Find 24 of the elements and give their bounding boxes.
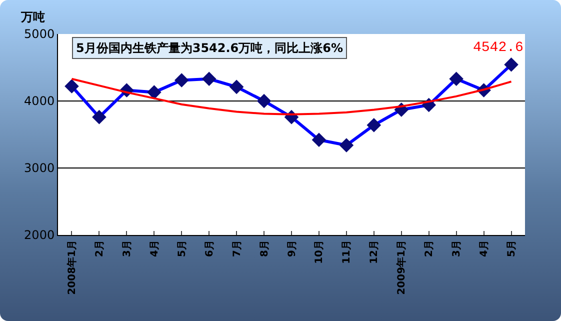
y-tick-label: 2000	[24, 228, 55, 242]
x-tick-label: 4月	[479, 240, 490, 257]
x-tick-label: 2月	[424, 240, 436, 257]
x-tick-label: 3月	[122, 240, 133, 257]
x-tick-label: 8月	[259, 240, 270, 257]
x-tick-label: 10月	[314, 240, 326, 264]
x-tick-label: 4月	[149, 240, 160, 257]
x-tick-label: 2009年1月	[396, 240, 408, 295]
y-axis-title: 万吨	[20, 10, 45, 24]
x-tick-label: 5月	[506, 240, 518, 257]
x-tick-label: 9月	[286, 240, 298, 257]
x-tick-label: 5月	[176, 240, 188, 257]
x-tick-label: 2月	[94, 240, 106, 257]
x-tick-label: 11月	[342, 240, 353, 264]
y-tick-label: 4000	[24, 94, 55, 108]
y-tick-label: 5000	[24, 27, 55, 42]
y-tick-label: 3000	[24, 161, 55, 176]
x-tick-label: 12月	[369, 240, 380, 264]
x-tick-label: 6月	[204, 240, 216, 257]
annotation: 4542.6	[473, 40, 524, 56]
x-tick-label: 7月	[232, 240, 243, 257]
annotation: 5月份国内生铁产量为3542.6万吨，同比上涨6%	[76, 41, 344, 55]
x-tick-label: 3月	[452, 240, 463, 257]
x-tick-label: 2008年1月	[66, 240, 78, 295]
